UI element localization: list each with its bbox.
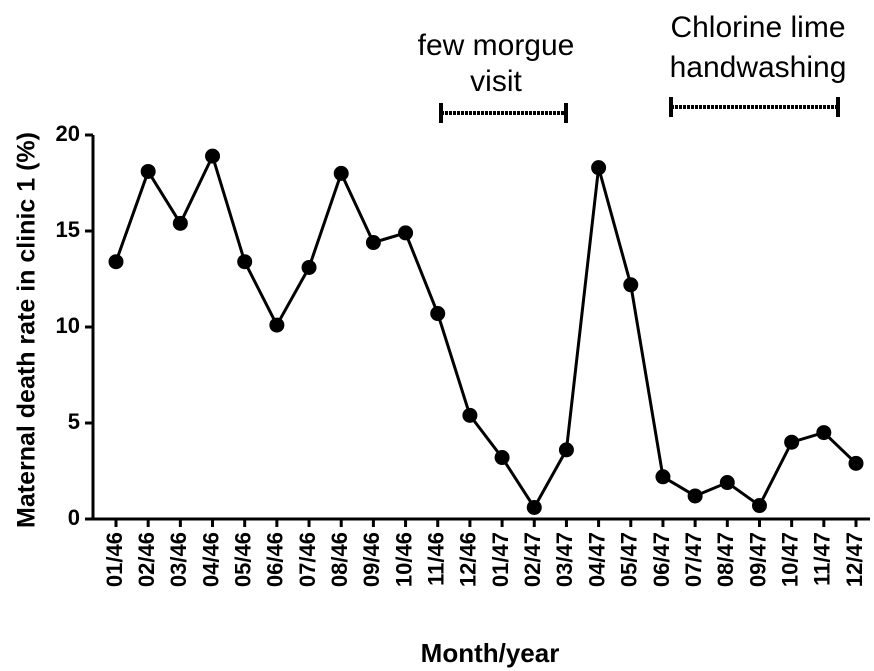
x-tick-label: 11/46 bbox=[424, 532, 449, 586]
marker bbox=[751, 498, 767, 514]
marker bbox=[655, 469, 671, 485]
marker bbox=[365, 235, 381, 251]
x-tick-label: 04/47 bbox=[584, 532, 609, 587]
x-tick-label: 06/46 bbox=[263, 532, 288, 587]
x-tick-label: 03/46 bbox=[166, 532, 191, 587]
annotation: visit bbox=[470, 65, 522, 98]
marker bbox=[301, 259, 317, 275]
x-tick-label: 12/47 bbox=[842, 532, 867, 587]
marker bbox=[398, 225, 414, 241]
x-tick-label: 04/46 bbox=[198, 532, 223, 587]
x-axis-label: Month/year bbox=[421, 638, 560, 668]
x-tick-label: 10/47 bbox=[777, 532, 802, 587]
annotation: handwashing bbox=[670, 51, 847, 84]
marker bbox=[784, 434, 800, 450]
bracket bbox=[669, 97, 840, 117]
marker bbox=[140, 163, 156, 179]
x-tick-label: 05/47 bbox=[617, 532, 642, 587]
x-tick-label: 07/47 bbox=[681, 532, 706, 587]
marker bbox=[333, 165, 349, 181]
x-tick-label: 09/46 bbox=[359, 532, 384, 587]
y-axis-label: Maternal death rate in clinic 1 (%) bbox=[13, 132, 41, 528]
marker bbox=[623, 277, 639, 293]
y-tick-label: 5 bbox=[68, 409, 80, 434]
x-tick-label: 08/47 bbox=[713, 532, 738, 587]
line bbox=[114, 151, 858, 511]
marker bbox=[462, 407, 478, 423]
annotation: few morgue bbox=[418, 29, 575, 62]
marker bbox=[269, 317, 285, 333]
annotation: Chlorine lime bbox=[670, 11, 845, 44]
x-tick-label: 06/47 bbox=[649, 532, 674, 587]
marker bbox=[237, 254, 253, 270]
x-tick-label: 02/46 bbox=[134, 532, 159, 587]
marker bbox=[848, 455, 864, 471]
x-tick-label: 02/47 bbox=[520, 532, 545, 587]
y-tick-label: 0 bbox=[68, 505, 80, 530]
x-tick-label: 01/46 bbox=[102, 532, 127, 587]
x-tick-label: 12/46 bbox=[456, 532, 481, 587]
marker bbox=[558, 442, 574, 458]
marker bbox=[526, 499, 542, 515]
x-tick-label: 10/46 bbox=[391, 532, 416, 587]
marker bbox=[172, 215, 188, 231]
x-tick-label: 03/47 bbox=[552, 532, 577, 587]
x-tick-label: 09/47 bbox=[745, 532, 770, 587]
marker bbox=[687, 488, 703, 504]
y-tick-label: 10 bbox=[56, 313, 80, 338]
marker bbox=[108, 254, 124, 270]
marker bbox=[816, 425, 832, 441]
marker bbox=[430, 306, 446, 322]
x-tick-label: 05/46 bbox=[231, 532, 256, 587]
marker bbox=[591, 160, 607, 176]
y-tick-label: 15 bbox=[56, 217, 80, 242]
marker bbox=[205, 148, 221, 164]
x-tick-label: 01/47 bbox=[488, 532, 513, 587]
y-tick-label: 20 bbox=[56, 121, 80, 146]
marker bbox=[719, 475, 735, 491]
bracket bbox=[439, 103, 568, 123]
x-tick-label: 08/46 bbox=[327, 532, 352, 587]
x-tick-label: 07/46 bbox=[295, 532, 320, 587]
marker bbox=[494, 450, 510, 466]
x-tick-label: 11/47 bbox=[810, 532, 835, 586]
